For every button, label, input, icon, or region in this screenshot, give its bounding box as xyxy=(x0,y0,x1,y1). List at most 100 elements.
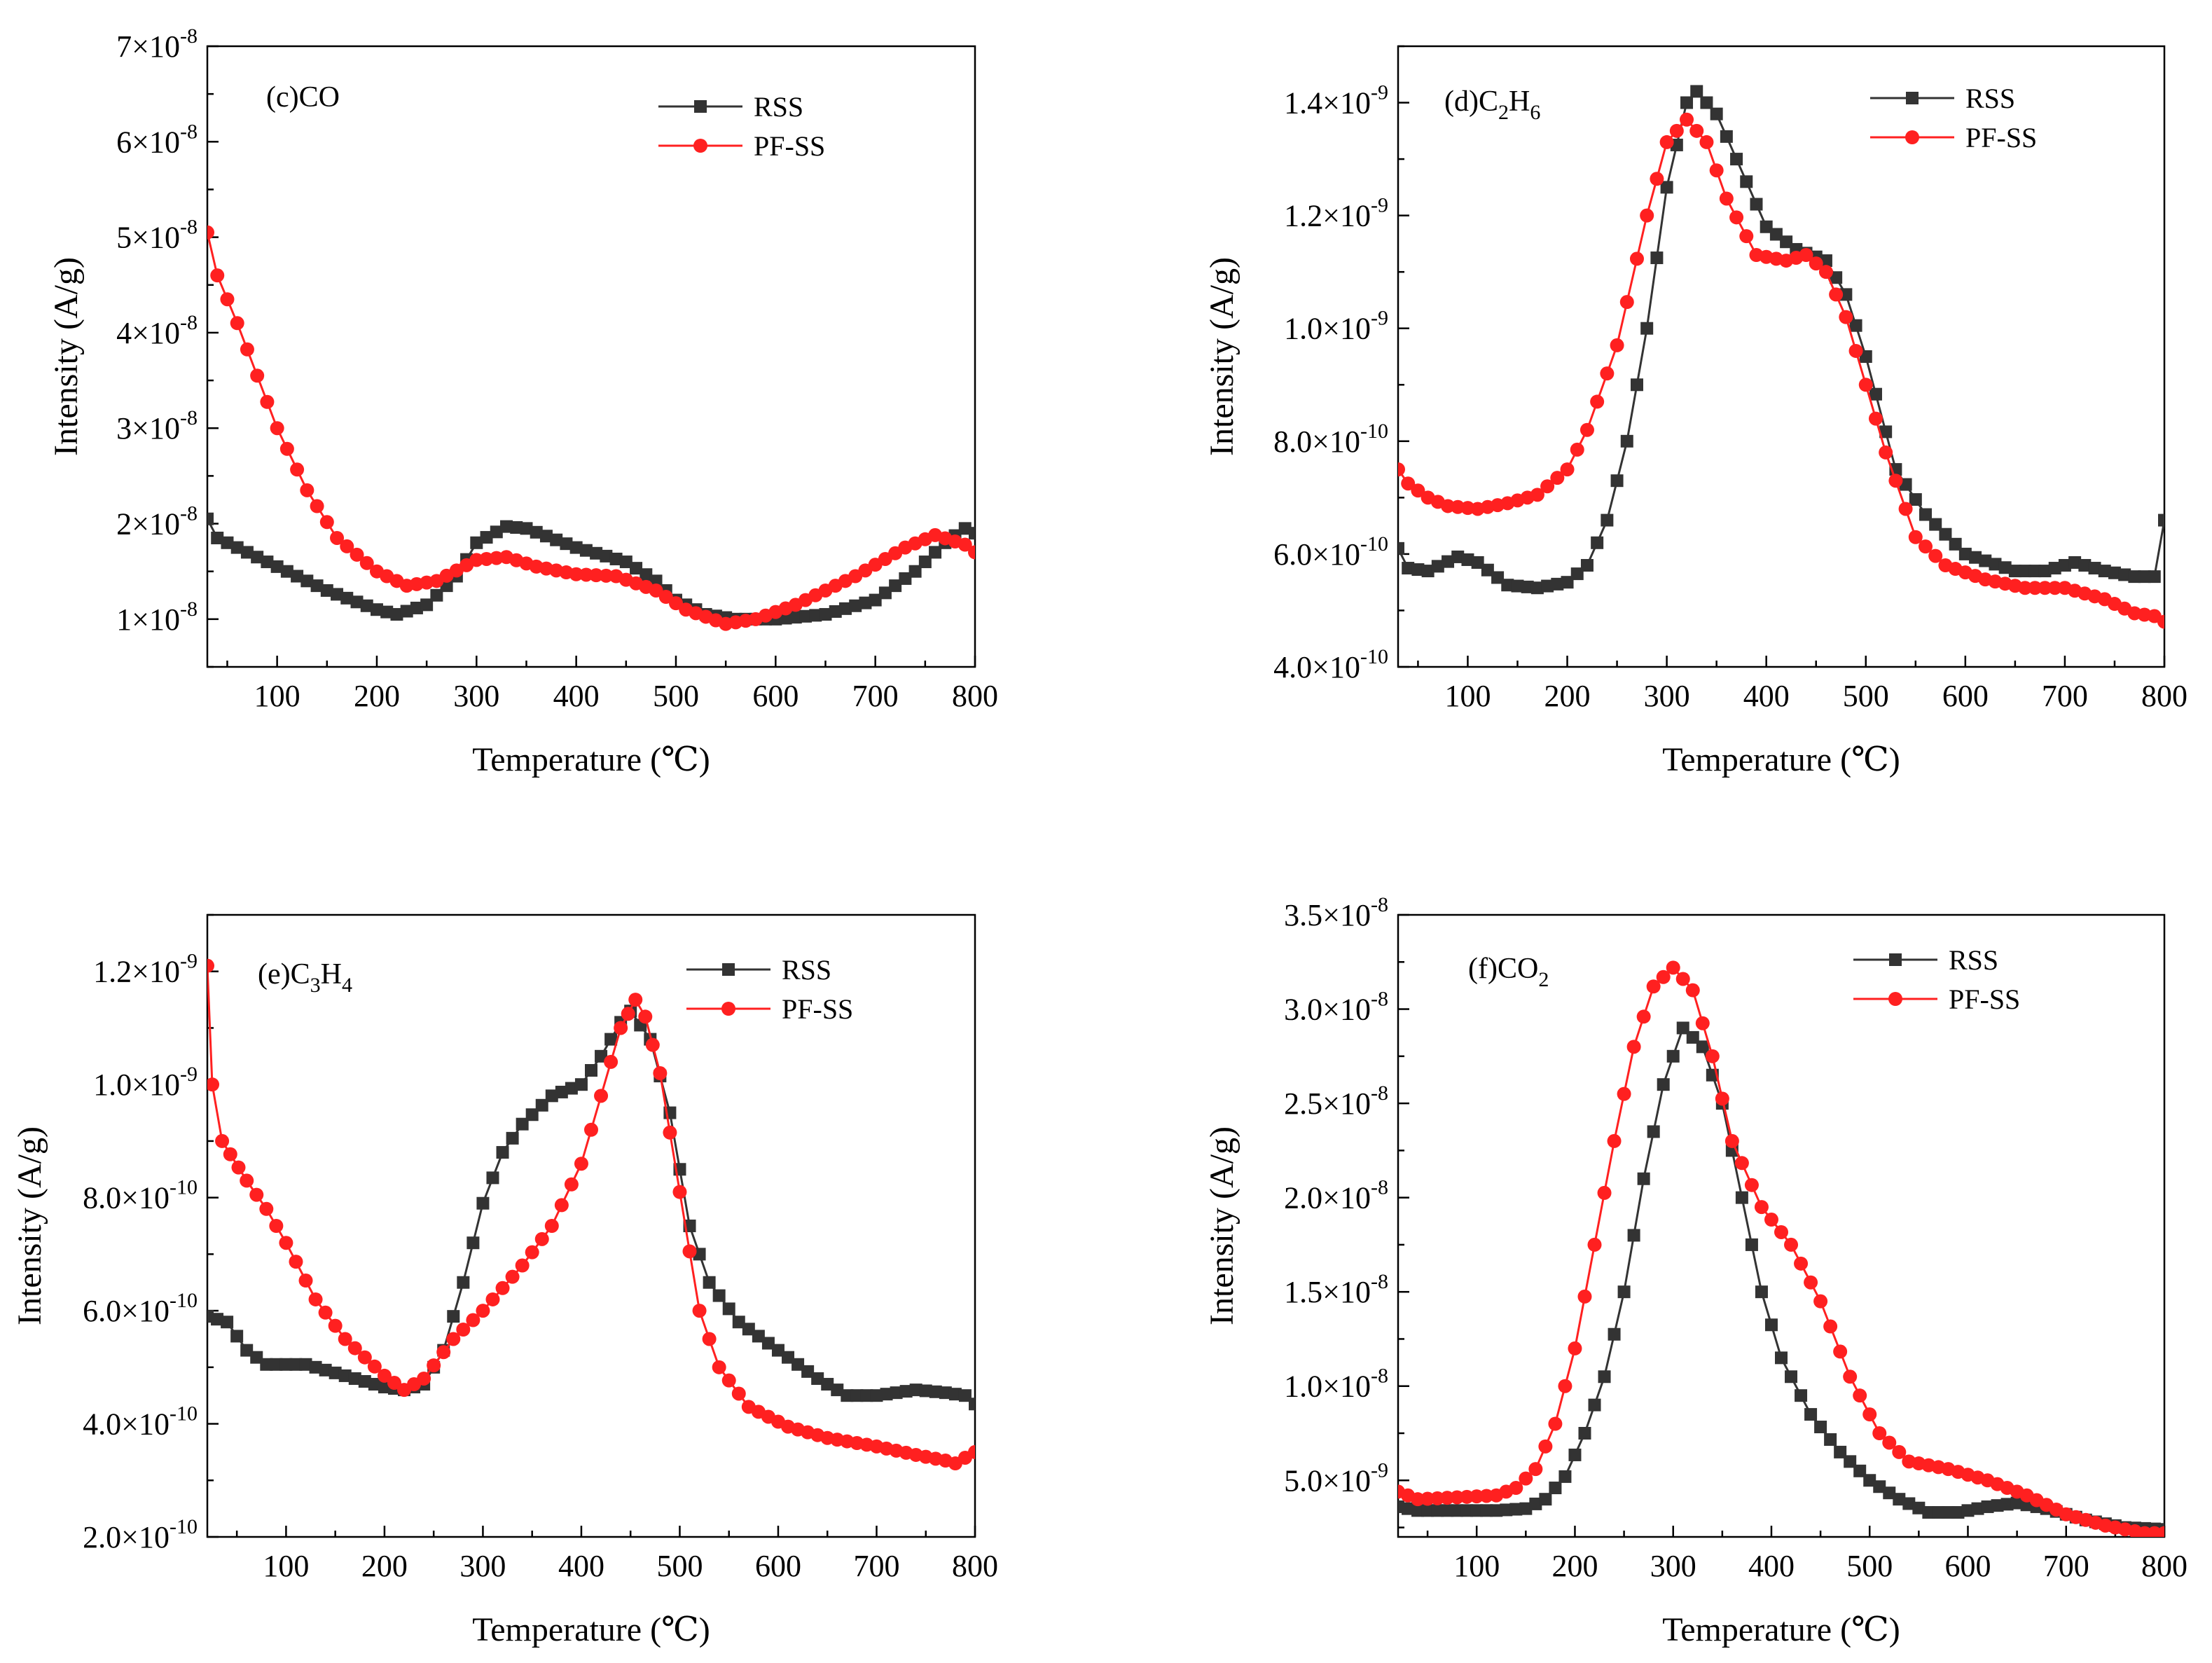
data-point xyxy=(211,1313,224,1326)
data-point xyxy=(569,541,583,554)
data-point xyxy=(470,536,483,549)
data-point xyxy=(1998,561,2012,574)
data-point xyxy=(490,525,503,539)
data-point xyxy=(1637,1172,1650,1185)
data-point xyxy=(1398,1500,1404,1513)
data-point xyxy=(831,1383,844,1397)
data-point xyxy=(1735,1191,1748,1204)
data-point xyxy=(544,1219,559,1233)
data-point xyxy=(215,1133,230,1148)
data-point xyxy=(1617,1285,1631,1299)
data-point xyxy=(1401,476,1416,491)
data-point xyxy=(1411,483,1425,498)
data-point xyxy=(859,596,872,609)
data-point xyxy=(2038,581,2052,595)
data-point xyxy=(1591,536,1604,549)
x-axis-title: Temperature (℃) xyxy=(1662,741,1900,778)
data-point xyxy=(1760,220,1773,233)
data-point xyxy=(357,1350,372,1365)
y-tick-label: 5×10-8 xyxy=(116,216,198,255)
data-point xyxy=(599,568,614,583)
data-point xyxy=(2128,570,2141,584)
data-point xyxy=(476,1196,490,1210)
series-line xyxy=(207,232,975,626)
data-point xyxy=(909,1383,922,1397)
data-point xyxy=(789,611,802,624)
data-point xyxy=(1961,1504,1975,1517)
x-tick-label: 600 xyxy=(755,1549,801,1583)
data-point xyxy=(702,1332,717,1346)
data-point xyxy=(1541,579,1554,593)
data-point xyxy=(1902,1497,1916,1510)
data-point xyxy=(249,1187,264,1202)
data-point xyxy=(658,590,673,605)
data-point xyxy=(880,1388,893,1401)
data-point xyxy=(663,1125,677,1140)
data-point xyxy=(560,537,573,551)
data-point xyxy=(579,544,593,557)
data-point xyxy=(1578,1427,1591,1440)
data-point xyxy=(1610,474,1624,488)
x-tick-label: 400 xyxy=(558,1549,604,1583)
data-point xyxy=(211,531,224,544)
y-tick-label: 6.0×10-10 xyxy=(83,1289,198,1328)
y-tick-label: 2.0×10-8 xyxy=(1284,1176,1388,1215)
data-point xyxy=(1869,387,1882,401)
data-point xyxy=(1843,1369,1858,1384)
y-tick-label: 8.0×10-10 xyxy=(1273,420,1388,459)
data-point xyxy=(1619,295,1634,310)
data-point xyxy=(485,1292,500,1306)
data-point xyxy=(969,527,975,540)
series-rss xyxy=(1398,1021,2164,1536)
data-point xyxy=(890,1386,903,1400)
data-point xyxy=(223,1147,237,1161)
data-point xyxy=(1431,1504,1444,1517)
data-point xyxy=(289,1255,303,1269)
data-point xyxy=(574,1078,588,1091)
data-point xyxy=(1898,502,1913,516)
y-axis-title: Intensity (A/g) xyxy=(11,1126,48,1325)
data-point xyxy=(1460,1504,1474,1517)
data-point xyxy=(2018,581,2033,595)
data-point xyxy=(2078,559,2092,572)
data-point xyxy=(480,531,493,544)
data-point xyxy=(1744,1178,1759,1192)
data-point xyxy=(799,609,813,623)
data-point xyxy=(1680,96,1694,109)
data-point xyxy=(1951,1506,1965,1519)
data-point xyxy=(420,598,434,612)
data-point xyxy=(1939,527,1952,541)
data-point xyxy=(350,547,364,562)
data-point xyxy=(1710,107,1723,120)
data-point xyxy=(387,1376,401,1391)
data-point xyxy=(609,552,623,565)
data-point xyxy=(1833,1344,1848,1359)
data-point xyxy=(466,1236,480,1250)
data-point xyxy=(1720,130,1733,143)
data-point xyxy=(370,603,383,616)
data-point xyxy=(721,1373,736,1388)
data-point xyxy=(849,599,862,612)
data-point xyxy=(1548,1416,1563,1431)
data-point xyxy=(878,586,892,600)
data-point xyxy=(1451,550,1465,563)
data-point xyxy=(1420,1491,1435,1506)
legend-marker xyxy=(1905,130,1919,144)
data-point xyxy=(320,584,333,597)
data-point xyxy=(958,1389,972,1402)
data-point xyxy=(1460,1489,1474,1504)
data-point xyxy=(368,1378,381,1391)
data-point xyxy=(1539,1493,1552,1506)
data-point xyxy=(505,1269,520,1284)
data-point xyxy=(640,568,653,581)
panel-title: (f)CO2 xyxy=(1468,953,1549,991)
data-point xyxy=(290,462,305,477)
data-point xyxy=(1872,1426,1887,1440)
y-tick-label: 1.5×10-8 xyxy=(1284,1270,1388,1309)
data-point xyxy=(628,993,643,1007)
legend-label: RSS xyxy=(1965,83,2015,114)
data-point xyxy=(2157,1526,2164,1537)
data-point xyxy=(908,565,922,578)
data-point xyxy=(2157,614,2164,629)
data-point xyxy=(838,602,852,615)
